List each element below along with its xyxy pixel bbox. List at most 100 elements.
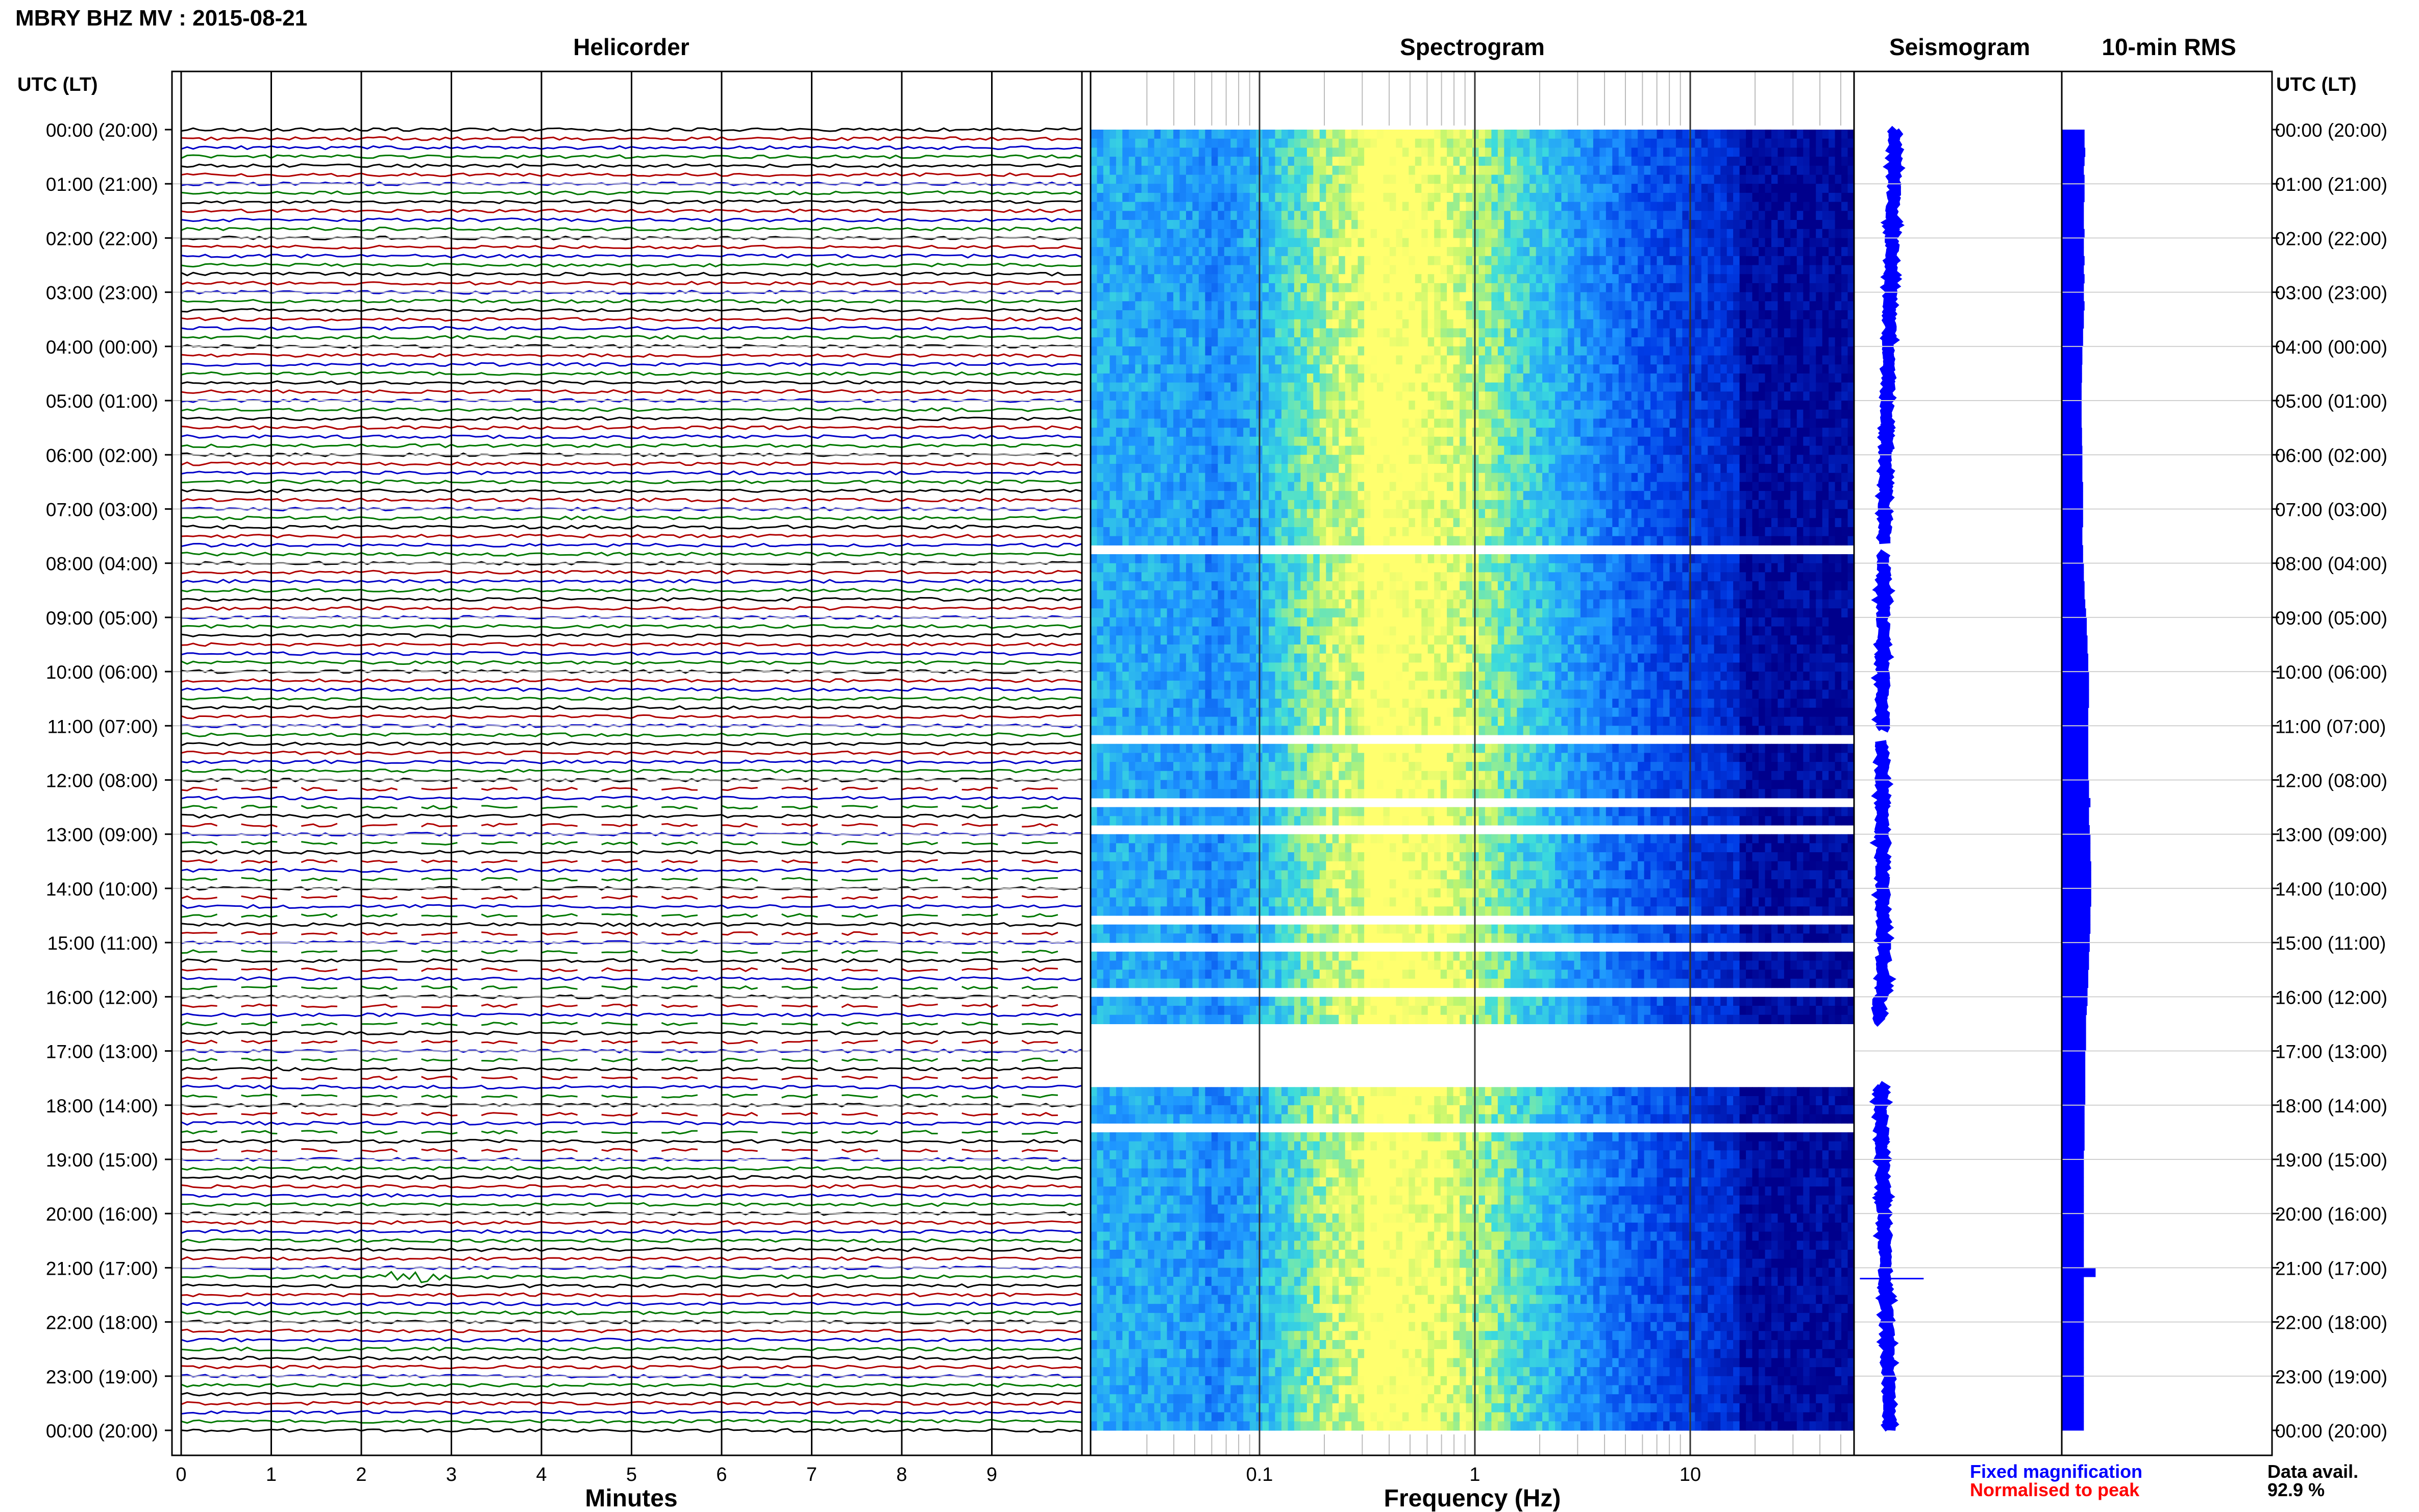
spectrogram-cell xyxy=(1765,247,1772,257)
spectrogram-cell xyxy=(1765,445,1772,455)
spectrogram-cell xyxy=(1103,373,1110,383)
spectrogram-cell xyxy=(1300,283,1307,293)
spectrogram-cell xyxy=(1669,382,1676,392)
spectrogram-cell xyxy=(1847,265,1855,275)
spectrogram-cell xyxy=(1701,283,1708,293)
spectrogram-cell xyxy=(1211,165,1218,176)
spectrogram-cell xyxy=(1669,464,1676,474)
spectrogram-cell xyxy=(1587,157,1594,166)
spectrogram-cell xyxy=(1587,364,1594,374)
spectrogram-cell xyxy=(1103,274,1110,284)
spectrogram-cell xyxy=(1841,274,1848,284)
spectrogram-cell xyxy=(1593,211,1600,220)
spectrogram-cell xyxy=(1517,283,1524,293)
spectrogram-cell xyxy=(1497,364,1504,374)
spectrogram-cell xyxy=(1574,247,1581,257)
spectrogram-cell xyxy=(1313,202,1320,211)
spectrogram-cell xyxy=(1205,138,1212,148)
spectrogram-cell xyxy=(1733,436,1740,447)
spectrogram-cell xyxy=(1644,436,1651,447)
spectrogram-cell xyxy=(1568,265,1575,275)
spectrogram-cell xyxy=(1434,130,1441,139)
spectrogram-cell xyxy=(1364,355,1371,365)
spectrogram-cell xyxy=(1682,138,1689,148)
spectrogram-cell xyxy=(1218,418,1225,428)
spectrogram-cell xyxy=(1447,202,1454,211)
spectrogram-cell xyxy=(1822,184,1829,193)
spectrogram-cell xyxy=(1510,130,1517,139)
spectrogram-cell xyxy=(1650,328,1658,338)
spectrogram-cell xyxy=(1249,256,1256,266)
spectrogram-cell xyxy=(1148,292,1155,302)
spectrogram-cell xyxy=(1809,256,1816,266)
spectrogram-cell xyxy=(1580,373,1587,383)
spectrogram-cell xyxy=(1128,229,1136,238)
spectrogram-cell xyxy=(1625,229,1632,238)
spectrogram-cell xyxy=(1377,491,1384,501)
spectrogram-cell xyxy=(1472,319,1479,329)
spectrogram-cell xyxy=(1841,147,1848,157)
spectrogram-cell xyxy=(1383,292,1390,302)
spectrogram-cell xyxy=(1211,364,1218,374)
spectrogram-cell xyxy=(1224,401,1231,410)
spectrogram-cell xyxy=(1574,274,1581,284)
spectrogram-cell xyxy=(1542,192,1549,203)
spectrogram-cell xyxy=(1618,464,1625,474)
spectrogram-cell xyxy=(1370,229,1377,238)
spectrogram-cell xyxy=(1478,436,1486,447)
spectrogram-cell xyxy=(1211,238,1218,247)
spectrogram-cell xyxy=(1186,364,1193,374)
spectrogram-cell xyxy=(1135,391,1142,401)
spectrogram-cell xyxy=(1460,364,1467,374)
spectrogram-cell xyxy=(1409,500,1416,510)
spectrogram-cell xyxy=(1847,211,1855,220)
spectrogram-cell xyxy=(1389,256,1396,266)
spectrogram-cell xyxy=(1548,418,1556,428)
spectrogram-cell xyxy=(1357,265,1365,275)
spectrogram-cell xyxy=(1606,211,1613,220)
spectrogram-cell xyxy=(1847,220,1855,230)
spectrogram-cell xyxy=(1109,130,1117,139)
spectrogram-cell xyxy=(1294,175,1301,184)
spectrogram-cell xyxy=(1510,364,1517,374)
spectrogram-cell xyxy=(1816,337,1823,347)
spectrogram-cell xyxy=(1612,491,1619,501)
spectrogram-cell xyxy=(1491,202,1498,211)
spectrogram-cell xyxy=(1555,147,1562,157)
spectrogram-cell xyxy=(1427,482,1435,491)
spectrogram-cell xyxy=(1103,130,1110,139)
spectrogram-cell xyxy=(1186,184,1193,193)
spectrogram-cell xyxy=(1116,328,1123,338)
spectrogram-cell xyxy=(1205,229,1212,238)
spectrogram-cell xyxy=(1097,202,1104,211)
spectrogram-cell xyxy=(1517,319,1524,329)
spectrogram-cell xyxy=(1714,184,1721,193)
spectrogram-cell xyxy=(1275,491,1282,501)
spectrogram-cell xyxy=(1427,202,1435,211)
spectrogram-cell xyxy=(1701,238,1708,247)
spectrogram-cell xyxy=(1141,256,1148,266)
spectrogram-cell xyxy=(1141,229,1148,238)
spectrogram-cell xyxy=(1313,409,1320,419)
spectrogram-cell xyxy=(1739,355,1746,365)
spectrogram-cell xyxy=(1796,418,1804,428)
spectrogram-cell xyxy=(1319,292,1326,302)
spectrogram-cell xyxy=(1510,337,1517,347)
spectrogram-cell xyxy=(1109,401,1117,410)
spectrogram-cell xyxy=(1625,401,1632,410)
spectrogram-cell xyxy=(1224,256,1231,266)
spectrogram-cell xyxy=(1517,310,1524,320)
spectrogram-cell xyxy=(1790,184,1797,193)
spectrogram-cell xyxy=(1377,229,1384,238)
spectrogram-cell xyxy=(1389,464,1396,474)
spectrogram-cell xyxy=(1440,220,1447,230)
spectrogram-cell xyxy=(1759,292,1766,302)
spectrogram-cell xyxy=(1695,229,1702,238)
spectrogram-cell xyxy=(1370,382,1377,392)
spectrogram-cell xyxy=(1669,391,1676,401)
spectrogram-cell xyxy=(1288,238,1295,247)
spectrogram-cell xyxy=(1765,220,1772,230)
spectrogram-cell xyxy=(1179,175,1187,184)
spectrogram-cell xyxy=(1663,274,1670,284)
spectrogram-cell xyxy=(1466,292,1473,302)
